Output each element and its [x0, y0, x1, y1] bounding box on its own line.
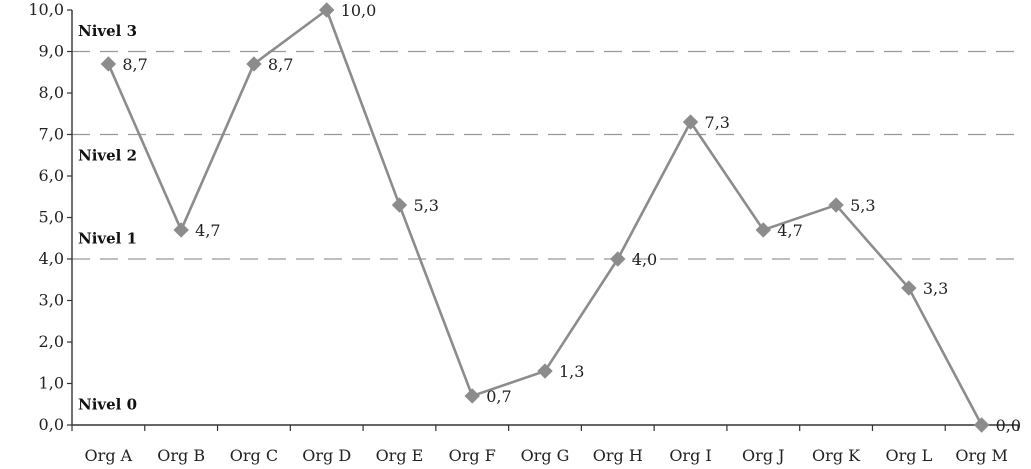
x-tick-label: Org F: [449, 446, 496, 465]
x-tick-label: Org C: [230, 446, 278, 465]
x-tick-label: Org G: [521, 446, 570, 465]
level-label-3: Nivel 0: [78, 395, 137, 413]
y-tick-label: 1,0: [39, 374, 64, 393]
x-tick-label: Org M: [955, 446, 1007, 465]
x-tick-label: Org H: [593, 446, 643, 465]
data-point-marker: [391, 197, 408, 213]
y-tick-label: 7,0: [39, 125, 64, 144]
level-label-1: Nivel 2: [78, 146, 137, 164]
level-label-0: Nivel 3: [78, 22, 137, 40]
data-point-marker: [464, 388, 480, 404]
x-tick-label: Org D: [302, 446, 351, 465]
x-tick-label: Org B: [157, 446, 205, 465]
y-tick-label: 3,0: [39, 291, 64, 310]
data-label: 0,0: [996, 416, 1021, 435]
data-point-marker: [682, 114, 699, 130]
x-tick-label: Org E: [376, 446, 424, 465]
data-point-marker: [828, 197, 844, 213]
x-tick-label: Org A: [85, 446, 133, 465]
data-label: 8,7: [268, 55, 293, 74]
y-tick-label: 5,0: [39, 208, 64, 227]
y-tick-label: 8,0: [39, 83, 64, 102]
x-ticks-group: Org A Org B Org C Org D Org E Org F Org G Org H…: [71, 425, 1019, 465]
x-tick-label: Org L: [885, 446, 932, 465]
y-tick-label: 10,0: [28, 0, 64, 19]
y-ticks-group: 0,0 1,0 2,0 3,0 4,0 5,0 6,0 7,0 8,0 9,0 10,0: [28, 0, 72, 434]
data-point-marker: [755, 222, 772, 238]
data-label: 5,3: [850, 196, 875, 215]
y-tick-label: 9,0: [39, 42, 64, 61]
data-point-marker: [318, 2, 335, 18]
data-point-marker: [246, 56, 262, 72]
data-label: 4,0: [632, 250, 657, 269]
data-point-marker: [901, 280, 917, 296]
level-labels-group: Nivel 3 Nivel 2 Nivel 1 Nivel 0: [78, 22, 137, 414]
series-line: [107, 8, 983, 426]
data-point-marker: [973, 417, 990, 433]
data-point-marker: [100, 56, 117, 72]
x-tick-label: Org I: [669, 446, 711, 465]
series-group: [100, 2, 990, 433]
y-tick-label: 4,0: [39, 249, 64, 268]
y-tick-label: 2,0: [39, 332, 64, 351]
data-label: 4,7: [777, 221, 802, 240]
level-label-2: Nivel 1: [78, 229, 137, 247]
x-tick-label: Org K: [812, 446, 861, 465]
data-point-marker: [610, 251, 626, 267]
axes-group: [71, 10, 1018, 426]
data-label: 1,3: [559, 362, 584, 381]
level-lines-group: [72, 50, 1018, 260]
data-label: 3,3: [923, 279, 948, 298]
data-label: 5,3: [413, 196, 438, 215]
data-label: 7,3: [705, 113, 730, 132]
x-tick-label: Org J: [742, 446, 785, 465]
data-label: 8,7: [122, 55, 147, 74]
data-label: 4,7: [195, 221, 220, 240]
data-label: 0,7: [486, 387, 511, 406]
data-labels-group: 8,7 4,7 8,7 10,0 5,3 0,7 1,3 4,0 7,3 4,7 5,3 3,3 0,0: [122, 1, 1021, 435]
y-tick-label: 0,0: [39, 415, 64, 434]
data-point-marker: [173, 222, 189, 238]
data-point-marker: [537, 363, 553, 379]
data-label: 10,0: [341, 1, 377, 20]
y-tick-label: 6,0: [39, 166, 64, 185]
